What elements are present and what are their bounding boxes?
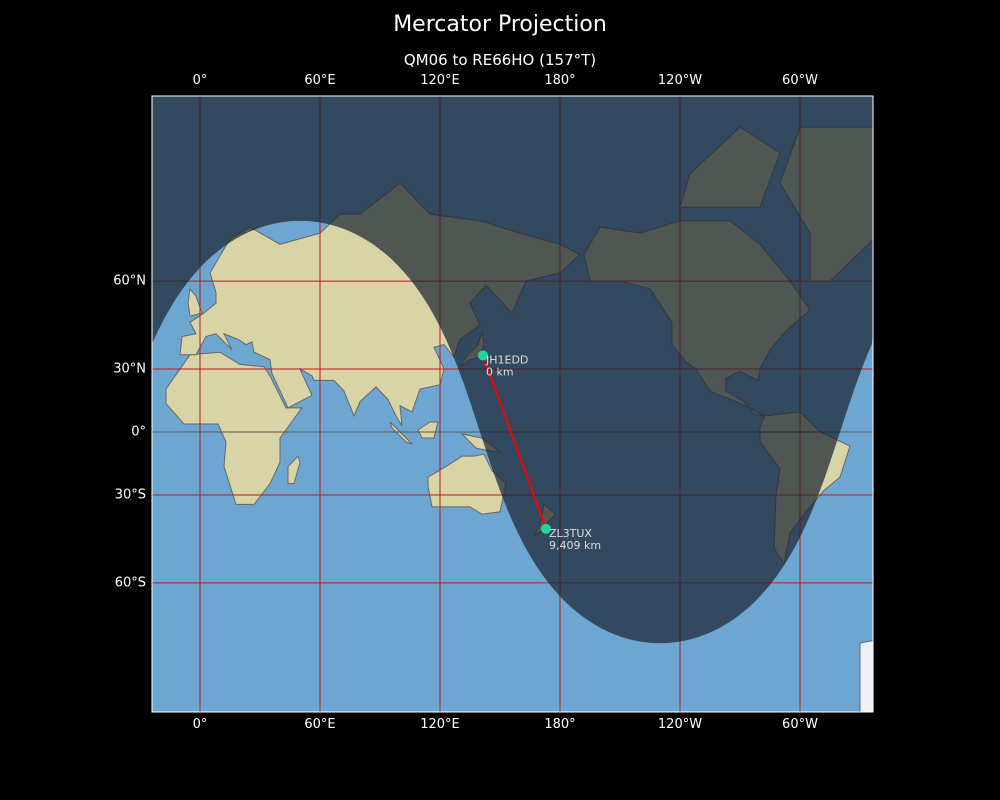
y-tick-label: 30°N [113,361,146,377]
x-tick-label-top: 60°W [782,73,818,88]
x-tick-label-bottom: 120°E [420,717,460,732]
station-call: ZL3TUX [549,527,592,540]
y-tick-label: 60°N [113,273,146,289]
x-tick-label-top: 180° [544,73,576,88]
x-tick-label-top: 60°E [304,73,336,88]
great-circle-path [482,355,547,530]
x-tick-label-bottom: 120°W [657,717,703,732]
map-title: Mercator Projection [393,12,607,37]
y-tick-label: 60°S [114,575,146,591]
x-tick-label-bottom: 60°E [304,717,336,732]
landmass-madagascar [287,455,301,485]
x-tick-label-top: 120°E [420,73,460,88]
map-frame [151,95,874,713]
station-distance: 9,409 km [549,539,601,552]
landmass-antarctica [859,640,873,712]
x-tick-label-top: 120°W [657,73,703,88]
station-marker [541,523,551,534]
x-tick-label-bottom: 180° [544,717,576,732]
station-marker [478,350,488,361]
y-tick-label: 0° [131,424,146,440]
landmass-sumatra [389,421,413,445]
night-shading [152,96,873,644]
y-tick-label: 30°S [114,487,146,503]
x-tick-label-bottom: 60°W [782,717,818,732]
x-tick-label-top: 0° [192,73,208,88]
landmass-borneo [417,421,439,439]
map-subtitle: QM06 to RE66HO (157°T) [403,51,597,69]
x-tick-label-bottom: 0° [192,717,208,732]
station-distance: 0 km [486,365,514,378]
station-call: JH1EDD [485,353,528,366]
